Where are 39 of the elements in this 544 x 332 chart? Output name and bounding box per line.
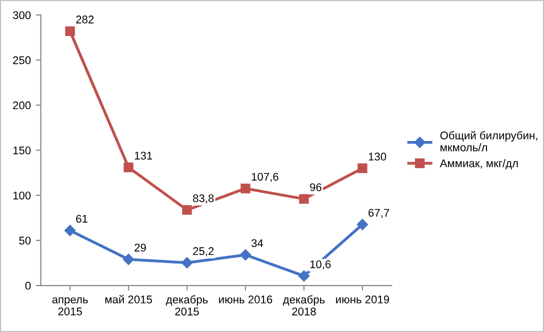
y-tick-label: 200 — [13, 101, 31, 110]
y-tick-label: 300 — [12, 11, 31, 20]
y-tick-label: 50 — [19, 236, 31, 245]
legend-label: Общий билирубин, мкмоль/л — [440, 131, 538, 152]
data-label: 67,7 — [368, 208, 390, 218]
point — [240, 184, 250, 194]
x-tick-label: июнь 2016 — [219, 296, 272, 304]
data-label: 83,8 — [193, 194, 214, 204]
y-tick-label: 150 — [13, 146, 31, 154]
y-tick-label: 250 — [13, 56, 31, 64]
point — [65, 26, 75, 36]
point — [240, 249, 252, 260]
y-tick-label: 0 — [25, 282, 31, 290]
data-label: 29 — [134, 244, 146, 252]
x-tick-label: апрель 2015 — [52, 297, 88, 316]
data-label: 96 — [310, 183, 322, 192]
data-label: 25,2 — [193, 247, 214, 256]
data-label: 131 — [134, 152, 152, 160]
point — [182, 205, 192, 215]
point — [356, 218, 368, 230]
point — [124, 162, 134, 172]
x-tick-label: декабрь 2018 — [282, 295, 325, 316]
point — [299, 194, 309, 204]
point — [181, 257, 193, 268]
x-tick-label: декабрь 2015 — [166, 295, 208, 316]
data-label: 10,6 — [310, 260, 331, 270]
point — [298, 270, 310, 282]
x-tick-label: июнь 2019 — [336, 296, 390, 304]
data-label: 107,6 — [252, 172, 278, 182]
data-label: 61 — [76, 214, 88, 223]
x-tick-label: май 2015 — [105, 295, 152, 304]
legend-label: Аммиак, мкг/дл — [440, 159, 518, 170]
data-label: 34 — [251, 239, 264, 248]
y-tick-label: 100 — [13, 192, 31, 200]
point — [358, 163, 368, 174]
point — [64, 224, 76, 236]
point — [122, 254, 134, 265]
data-label: 282 — [76, 16, 94, 24]
data-label: 130 — [368, 152, 386, 161]
